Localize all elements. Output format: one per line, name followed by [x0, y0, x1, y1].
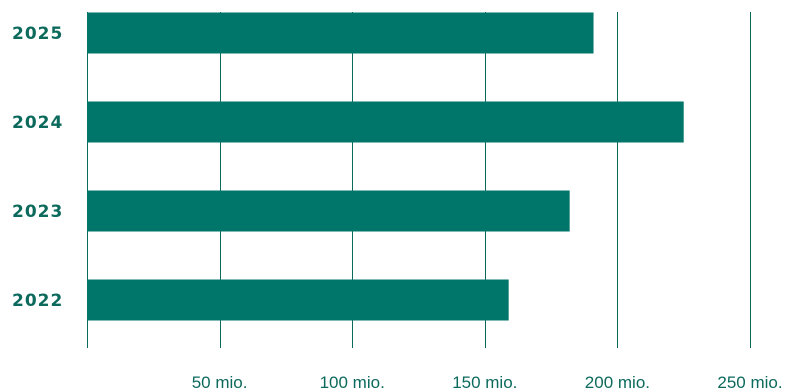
bar-2024: [87, 101, 684, 143]
x-tick-label-200: 200 mio.: [585, 373, 650, 390]
x-tick-label-250: 250 mio.: [717, 373, 782, 390]
x-tick-labels: 50 mio. 100 mio. 150 mio. 200 mio. 250 mio.: [192, 373, 783, 390]
x-tick-label-150: 150 mio.: [452, 373, 517, 390]
x-tick-label-50: 50 mio.: [192, 373, 248, 390]
category-label-2023: 2023: [12, 202, 63, 222]
category-label-2024: 2024: [12, 113, 63, 133]
category-label-2022: 2022: [12, 291, 63, 311]
bar-2025: [87, 12, 594, 54]
bar-2022: [87, 279, 509, 321]
category-labels: 2025 2024 2023 2022: [12, 24, 63, 311]
bar-2023: [87, 190, 570, 232]
bars: [87, 12, 684, 321]
category-label-2025: 2025: [12, 24, 63, 44]
x-tick-label-100: 100 mio.: [320, 373, 385, 390]
